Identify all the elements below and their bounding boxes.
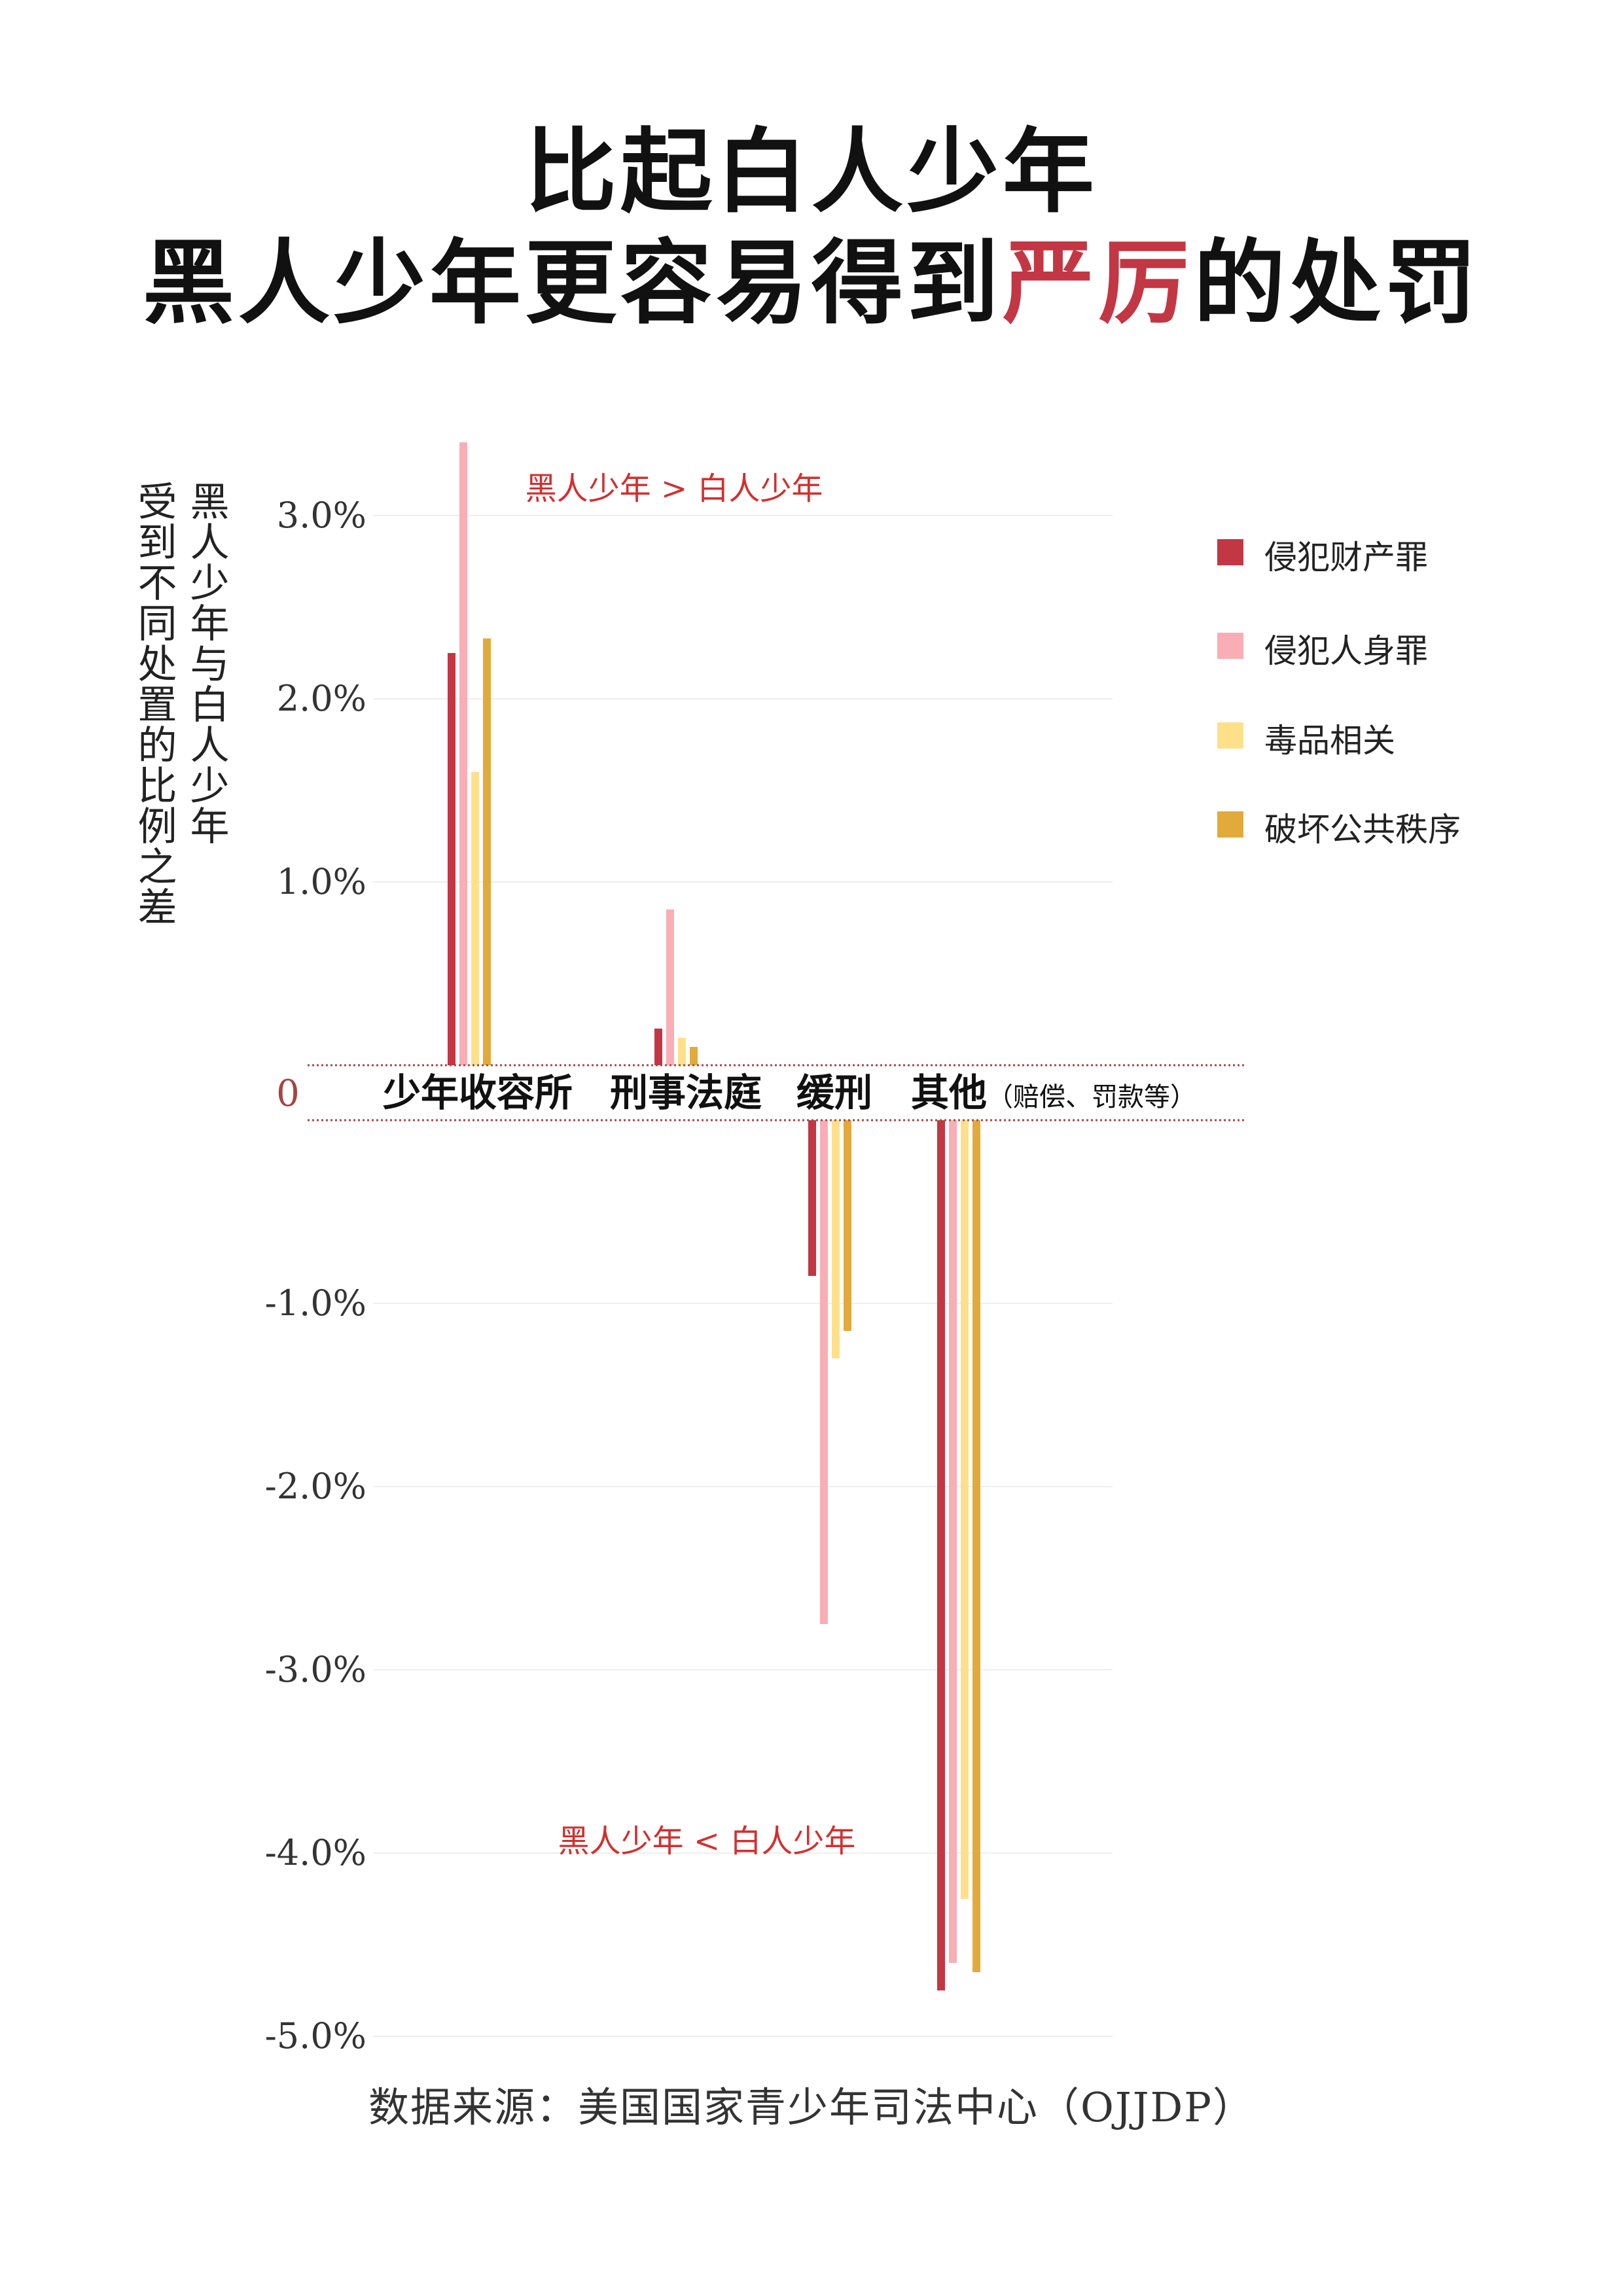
bar <box>654 1029 662 1065</box>
bar <box>666 910 674 1065</box>
bar <box>972 1120 980 1972</box>
bar <box>690 1047 698 1065</box>
category-note: （赔偿、罚款等） <box>987 1082 1196 1112</box>
grid <box>373 515 1113 2037</box>
y-tick-label: 3.0% <box>277 495 366 536</box>
bar <box>471 772 479 1065</box>
category-labels: 少年收容所 刑事法庭 缓刑 其他（赔偿、罚款等） <box>383 1070 1196 1115</box>
y-axis-label-line1: 黑人少年与白人少年 <box>183 481 229 846</box>
bar <box>678 1038 686 1065</box>
category-label: 缓刑 <box>796 1070 872 1115</box>
category-label: 少年收容所 <box>383 1070 573 1115</box>
bar <box>937 1120 945 1990</box>
bar <box>820 1120 828 1624</box>
y-axis-ticks: 3.0% 2.0% 1.0% -1.0% -2.0% -3.0% -4.0% -5.0% <box>265 495 366 2057</box>
legend-label: 破坏公共秩序 <box>1264 811 1461 849</box>
annotation-above: 黑人少年 > 白人少年 <box>526 470 823 507</box>
bar <box>844 1120 851 1331</box>
chart-title-line2: 黑人少年更容易得到严厉的处罚 <box>0 209 1623 342</box>
category-label: 其他（赔偿、罚款等） <box>911 1070 1196 1115</box>
y-tick-label: -4.0% <box>265 1832 366 1873</box>
y-tick-label: -3.0% <box>265 1649 366 1690</box>
legend-label: 侵犯财产罪 <box>1264 539 1428 576</box>
category-name: 其他 <box>911 1070 987 1115</box>
category-label: 刑事法庭 <box>610 1070 762 1115</box>
chart-title-line1: 比起白人少年 <box>524 118 1098 226</box>
legend-label: 侵犯人身罪 <box>1264 632 1428 670</box>
legend-swatch <box>1217 633 1243 659</box>
bar <box>961 1120 969 1899</box>
zero-band: 0 <box>276 1064 1247 1122</box>
legend-label: 毒品相关 <box>1264 722 1395 760</box>
category-name: 缓刑 <box>796 1070 872 1115</box>
bars <box>448 442 980 1990</box>
bar <box>949 1120 957 1963</box>
y-tick-label: -5.0% <box>265 2015 366 2057</box>
bar <box>483 638 491 1065</box>
legend-swatch <box>1217 811 1243 838</box>
category-name: 刑事法庭 <box>610 1070 762 1115</box>
y-tick-label: -2.0% <box>265 1466 366 1507</box>
y-tick-label: -1.0% <box>265 1282 366 1324</box>
title-highlight: 严厉 <box>1002 230 1194 337</box>
bar <box>448 653 455 1065</box>
legend-swatch <box>1217 539 1243 565</box>
zero-label: 0 <box>276 1072 300 1115</box>
y-axis-label-line2: 受到不同处置的比例之差 <box>131 481 177 927</box>
annotation-below: 黑人少年 < 白人少年 <box>558 1823 856 1860</box>
title-line2-start: 黑人少年更容易得到 <box>142 230 1003 337</box>
category-name: 少年收容所 <box>383 1070 573 1115</box>
legend-swatch <box>1217 722 1243 749</box>
title-line2-end: 的处罚 <box>1194 230 1481 337</box>
y-tick-label: 1.0% <box>277 861 366 902</box>
bar <box>832 1120 840 1358</box>
bar <box>808 1120 816 1276</box>
data-source: 数据来源：美国国家青少年司法中心（OJJDP） <box>368 2083 1255 2131</box>
y-tick-label: 2.0% <box>277 678 366 719</box>
bar <box>459 442 467 1065</box>
